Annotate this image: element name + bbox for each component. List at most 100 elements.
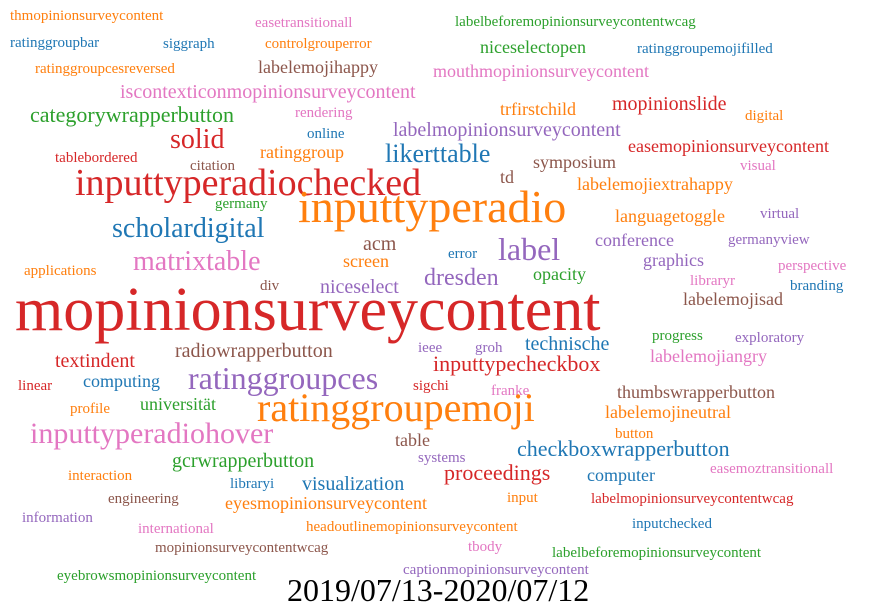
word: inputtyperadiohover [30, 417, 273, 450]
word: solid [170, 124, 224, 155]
word: labelmopinionsurveycontentwcag [591, 491, 794, 507]
word: libraryr [690, 273, 735, 289]
word: computing [83, 371, 160, 391]
word: ratinggroupemoji [257, 385, 535, 430]
word: sigchi [413, 378, 449, 394]
word: conference [595, 230, 674, 250]
word: ratinggroupces [188, 360, 378, 396]
word: franke [491, 383, 530, 399]
word: mopinionslide [612, 93, 727, 115]
word: easemoztransitionall [710, 461, 833, 477]
word: niceselectopen [480, 37, 586, 57]
word: easemopinionsurveycontent [628, 136, 829, 156]
word: branding [790, 278, 844, 294]
word: acm [363, 233, 397, 255]
word: labelemojineutral [605, 402, 731, 422]
word: categorywrapperbutton [30, 102, 234, 127]
word: easetransitionall [255, 15, 352, 31]
word: input [507, 490, 539, 506]
word: progress [652, 328, 703, 344]
word: symposium [533, 152, 616, 172]
word: tablebordered [55, 150, 138, 166]
word: engineering [108, 491, 179, 507]
word: germany [215, 196, 268, 212]
word: siggraph [163, 36, 215, 52]
word: systems [418, 450, 466, 466]
word: online [307, 126, 345, 142]
word: matrixtable [133, 246, 261, 277]
word: ratinggroupbar [10, 35, 99, 51]
word: proceedings [444, 460, 550, 485]
word: inputtyperadiochecked [75, 162, 421, 204]
word: citation [190, 158, 235, 174]
word: germanyview [728, 232, 810, 248]
word: languagetoggle [615, 206, 725, 226]
word: likerttable [385, 139, 490, 168]
word: textindent [55, 350, 135, 372]
word: inputchecked [632, 516, 712, 532]
word: interaction [68, 468, 133, 484]
word: labelbeforemopinionsurveycontent [552, 545, 762, 561]
word: digital [745, 108, 783, 124]
word: div [260, 278, 280, 294]
word: ratinggroup [260, 142, 344, 162]
word: labelmopinionsurveycontent [393, 119, 621, 141]
word: applications [24, 263, 97, 279]
word: label [498, 231, 560, 267]
word: labelemojiangry [650, 346, 767, 366]
word: opacity [533, 264, 586, 284]
word: error [448, 246, 477, 262]
word: groh [475, 340, 503, 356]
word: table [395, 430, 430, 450]
word: checkboxwrapperbutton [517, 436, 730, 461]
word: radiowrapperbutton [175, 340, 333, 362]
word: trfirstchild [500, 99, 576, 119]
word: computer [587, 465, 655, 485]
word: scholardigital [112, 213, 265, 244]
word: profile [70, 401, 110, 417]
word: controlgrouperror [265, 36, 372, 52]
word: inputtyperadio [298, 181, 566, 232]
word: exploratory [735, 330, 805, 346]
word: eyebrowsmopinionsurveycontent [57, 568, 257, 584]
word: gcrwrapperbutton [172, 450, 314, 472]
word: perspective [778, 258, 847, 274]
word: labelbeforemopinionsurveycontentwcag [455, 14, 696, 30]
word: thmopinionsurveycontent [10, 8, 164, 24]
word: thumbswrapperbutton [617, 382, 775, 402]
word: mouthmopinionsurveycontent [433, 61, 649, 81]
word: visualization [302, 473, 404, 495]
word: screen [343, 251, 389, 271]
word: ratinggroupcesreversed [35, 61, 175, 77]
word: tbody [468, 539, 503, 555]
word: mopinionsurveycontentwcag [155, 540, 329, 556]
word: information [22, 510, 93, 526]
word: virtual [760, 206, 799, 222]
word: labelemojisad [683, 289, 783, 309]
word: headoutlinemopinionsurveycontent [306, 519, 518, 535]
word: labelemojihappy [258, 57, 378, 77]
word: button [615, 426, 654, 442]
word: captionmopinionsurveycontent [403, 562, 590, 578]
caption: 2019/07/13-2020/07/12 [287, 572, 589, 606]
word: technische [525, 333, 610, 355]
word: inputtypecheckbox [433, 351, 600, 376]
word: mopinionsurveycontent [15, 276, 600, 344]
word: rendering [295, 105, 353, 121]
word: dresden [424, 265, 499, 291]
word: linear [18, 378, 52, 394]
word: visual [740, 158, 776, 174]
word: eyesmopinionsurveycontent [225, 493, 427, 513]
word: niceselect [320, 276, 399, 298]
word: labelemojiextrahappy [577, 174, 733, 194]
word: ieee [418, 340, 442, 356]
word: libraryi [230, 476, 274, 492]
word: ratinggroupemojifilled [637, 41, 773, 57]
word: international [138, 521, 214, 537]
word: td [500, 167, 514, 187]
word: iscontexticonmopinionsurveycontent [120, 81, 416, 103]
word: graphics [643, 250, 704, 270]
word: universität [140, 394, 216, 414]
